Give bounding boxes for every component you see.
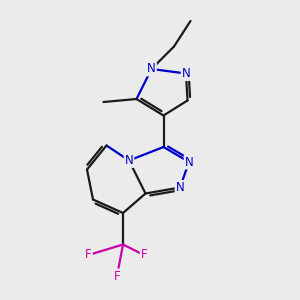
Text: F: F	[141, 248, 147, 262]
Text: F: F	[114, 269, 120, 283]
Text: N: N	[124, 154, 134, 167]
Text: N: N	[184, 155, 194, 169]
Text: N: N	[147, 62, 156, 76]
Text: F: F	[85, 248, 92, 262]
Text: N: N	[182, 67, 190, 80]
Text: N: N	[176, 181, 184, 194]
